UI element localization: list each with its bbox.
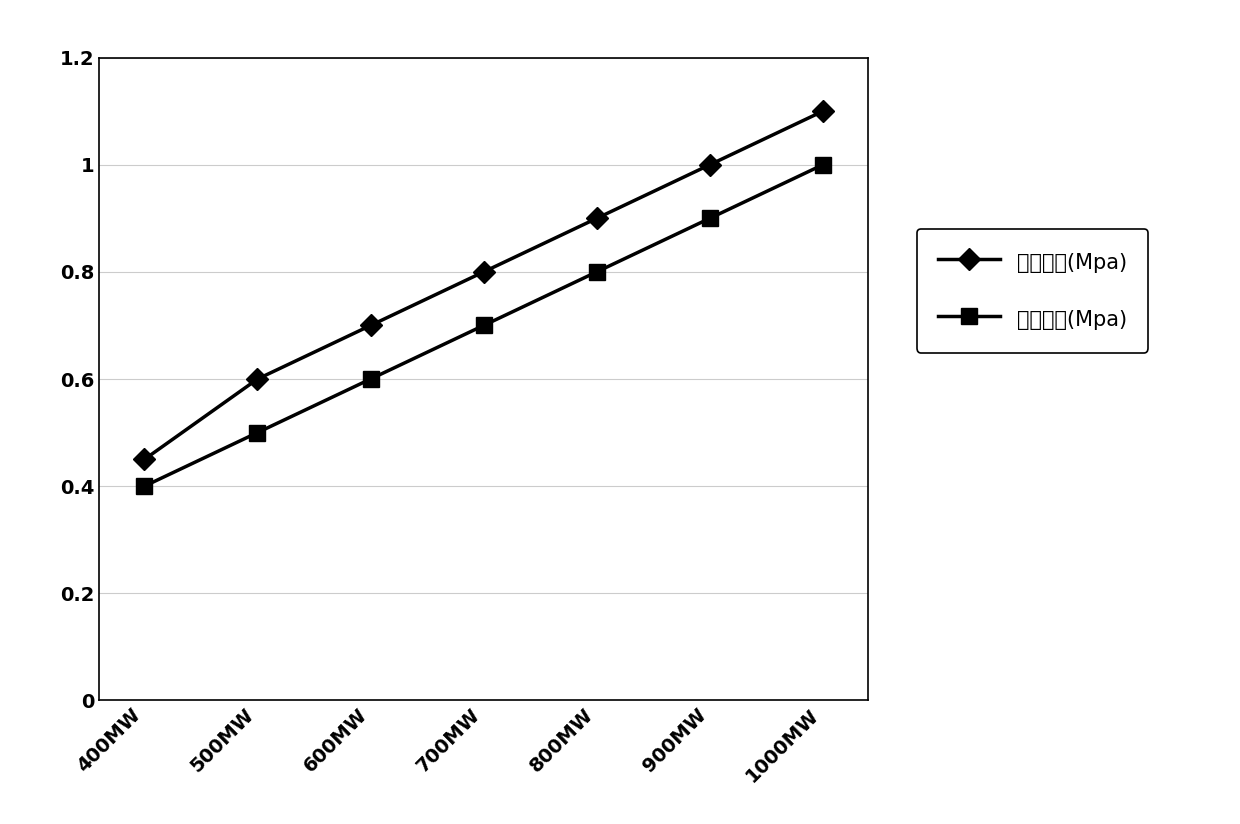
实际压力(Mpa) [136, 455, 151, 465]
Line: 控制压力(Mpa): 控制压力(Mpa) [136, 157, 831, 494]
控制压力(Mpa) [136, 481, 151, 491]
控制压力(Mpa) [363, 374, 378, 384]
控制压力(Mpa) [816, 160, 831, 170]
实际压力(Mpa) [476, 267, 491, 277]
实际压力(Mpa) [816, 106, 831, 116]
实际压力(Mpa) [589, 213, 604, 223]
控制压力(Mpa) [589, 267, 604, 277]
控制压力(Mpa) [476, 321, 491, 330]
Legend: 实际压力(Mpa), 控制压力(Mpa): 实际压力(Mpa), 控制压力(Mpa) [916, 229, 1148, 353]
控制压力(Mpa) [250, 428, 265, 438]
实际压力(Mpa) [363, 321, 378, 330]
控制压力(Mpa) [702, 213, 717, 223]
实际压力(Mpa) [702, 160, 717, 170]
Line: 实际压力(Mpa): 实际压力(Mpa) [136, 104, 831, 467]
实际压力(Mpa) [250, 374, 265, 384]
